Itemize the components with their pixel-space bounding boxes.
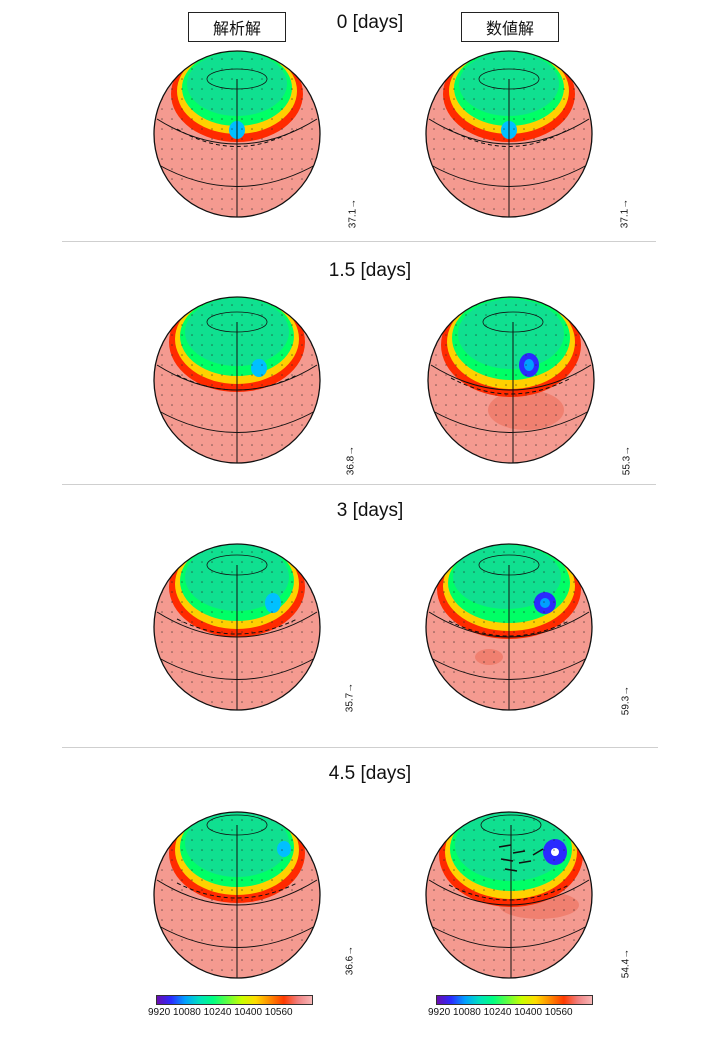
vector-scale-label: 35.7→ [344,682,356,713]
colorbar-ticks-left: 9920 10080 10240 10400 10560 [148,1007,293,1018]
vector-scale-label: 37.1→ [619,198,631,229]
colorbar-right [436,995,593,1005]
globe-analytic-day3 [153,543,321,711]
globe-analytic-day1_5 [153,296,321,464]
vector-scale-label: 59.3→ [620,685,632,716]
globe-numerical-day3 [425,543,593,711]
globe-numerical-day0 [425,50,593,218]
globe-analytic-day4_5 [153,811,321,979]
vector-scale-label: 55.3→ [621,445,633,476]
globe-analytic-day0 [153,50,321,218]
vector-scale-label: 36.8→ [345,445,357,476]
globe-numerical-day1_5 [427,296,595,464]
row-divider [62,747,658,748]
time-label-1: 1.5 [days] [328,260,412,281]
colorbar-left [156,995,313,1005]
vector-scale-label: 37.1→ [347,198,359,229]
row-divider [62,241,656,242]
time-label-0: 0 [days] [336,12,404,33]
row-divider [62,484,656,485]
vector-scale-label: 54.4→ [620,948,632,979]
colorbar-ticks-right: 9920 10080 10240 10400 10560 [428,1007,573,1018]
vector-scale-label: 36.6→ [344,945,356,976]
time-label-3: 4.5 [days] [328,763,412,784]
numerical-solution-label: 数値解 [461,12,559,42]
globe-numerical-day4_5 [425,811,593,979]
time-label-2: 3 [days] [336,500,404,521]
analytic-solution-label: 解析解 [188,12,286,42]
